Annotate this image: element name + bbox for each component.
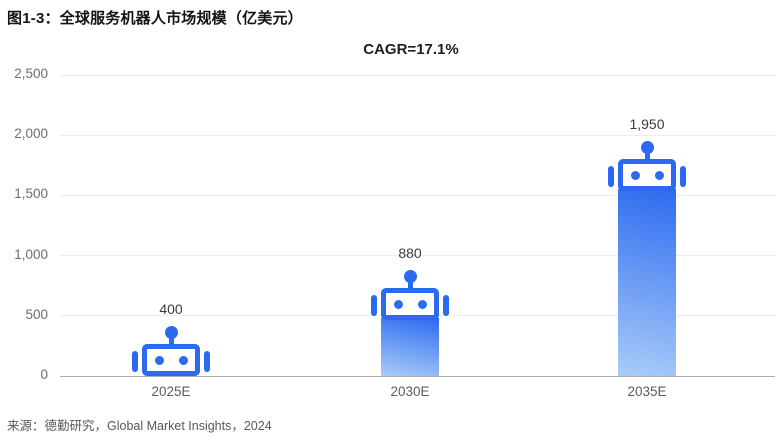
x-tick-label: 2030E <box>390 384 430 399</box>
y-tick-label: 1,000 <box>14 246 48 262</box>
robot-antenna-stem-icon <box>644 149 650 162</box>
gridline <box>60 74 775 76</box>
bar-value-label: 1,950 <box>629 116 665 133</box>
robot-ear-icon <box>680 166 686 188</box>
robot-eye-icon <box>654 170 664 180</box>
robot-head-icon <box>142 344 200 376</box>
robot-antenna-stem-icon <box>407 278 413 291</box>
bar-body <box>381 318 439 376</box>
robot-antenna-stem-icon <box>168 334 174 346</box>
robot-ear-icon <box>608 166 614 188</box>
bar-robot <box>608 141 686 376</box>
y-tick-label: 2,500 <box>14 66 48 81</box>
y-tick-label: 2,000 <box>14 126 48 142</box>
robot-eye-icon <box>417 299 427 309</box>
robot-eye-icon <box>630 170 640 180</box>
robot-antenna-ball-icon <box>640 141 654 155</box>
robot-antenna-ball-icon <box>403 270 417 284</box>
robot-head-icon <box>618 159 676 192</box>
x-axis-line <box>60 375 775 377</box>
robot-ear-icon <box>204 351 210 372</box>
x-tick-label: 2025E <box>151 384 191 399</box>
gridline <box>60 194 775 196</box>
bar-body <box>618 189 676 376</box>
robot-antenna-ball-icon <box>164 326 178 339</box>
gridline <box>60 134 775 136</box>
robot-head-icon <box>381 288 439 321</box>
bar-robot <box>132 326 210 376</box>
gridline <box>60 255 775 257</box>
bar-robot <box>371 270 449 376</box>
y-tick-label: 1,500 <box>14 186 48 202</box>
robot-ear-icon <box>371 295 377 317</box>
robot-ear-icon <box>132 351 138 372</box>
robot-ear-icon <box>443 295 449 317</box>
bar-value-label: 880 <box>398 245 422 262</box>
bar-value-label: 400 <box>159 301 183 317</box>
robot-eye-icon <box>178 355 188 365</box>
cagr-annotation: CAGR=17.1% <box>363 41 459 58</box>
y-tick-label: 500 <box>25 306 48 322</box>
source-note: 来源：德勤研究，Global Market Insights，2024 <box>7 419 272 433</box>
y-tick-label: 0 <box>40 367 48 382</box>
chart-title: 图1-3：全球服务机器人市场规模（亿美元） <box>7 10 303 27</box>
robot-eye-icon <box>393 299 403 309</box>
robot-eye-icon <box>154 355 164 365</box>
x-tick-label: 2035E <box>627 384 667 399</box>
